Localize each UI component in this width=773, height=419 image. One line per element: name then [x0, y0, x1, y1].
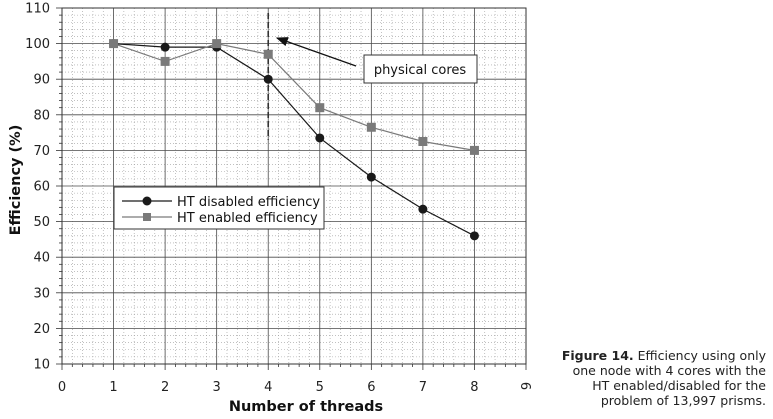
point-ht-enabled — [160, 56, 170, 66]
x-tick-label: 5 — [316, 380, 324, 395]
point-ht-enabled — [418, 137, 428, 146]
y-tick-label: 70 — [33, 144, 50, 159]
annotation-box — [363, 54, 478, 84]
legend-box — [113, 186, 325, 230]
series-line-ht-disabled — [113, 43, 475, 237]
annotation: physical cores — [275, 37, 478, 84]
y-tick-label: 90 — [33, 73, 50, 88]
x-tick-label: 1 — [109, 380, 117, 395]
x-tick-label: 2 — [161, 380, 169, 395]
x-tick-label: 0 — [58, 380, 66, 395]
point-ht-disabled — [469, 231, 479, 241]
y-tick-label: 60 — [33, 180, 50, 195]
y-axis-title: Efficiency (%) — [8, 125, 24, 236]
x-tick-label: 3 — [213, 380, 221, 395]
point-ht-disabled — [160, 42, 170, 52]
point-ht-disabled — [418, 204, 428, 214]
x-tick-label: 4 — [264, 380, 272, 395]
point-ht-enabled — [315, 103, 325, 113]
series-layer — [109, 39, 479, 241]
annotation-text: physical cores — [374, 63, 467, 78]
annotation-arrow — [275, 37, 357, 67]
figure-caption-text: Efficiency using only one node with 4 co… — [572, 348, 766, 408]
legend-label-ht-enabled: HT enabled efficiency — [177, 211, 318, 226]
point-ht-disabled — [263, 74, 273, 84]
legend-label-ht-disabled: HT disabled efficiency — [177, 195, 320, 210]
point-ht-enabled — [366, 122, 376, 132]
point-ht-enabled — [469, 145, 479, 155]
y-tick-label: 20 — [33, 322, 50, 337]
x-tick-label: 9 — [520, 382, 535, 390]
x-tick-label: 7 — [419, 380, 427, 395]
y-tick-labels: 10 20 30 40 50 60 70 80 90 100 110 — [25, 2, 50, 373]
y-tick-label: 80 — [33, 108, 50, 123]
x-tick-label: 8 — [470, 380, 478, 395]
y-tick-label: 50 — [33, 215, 50, 230]
x-tick-labels: 0 1 2 3 4 5 6 7 8 9 — [58, 380, 535, 395]
point-ht-disabled — [315, 133, 325, 143]
y-tick-label: 30 — [33, 286, 50, 301]
point-ht-disabled — [366, 172, 376, 182]
point-ht-enabled — [109, 39, 119, 49]
y-tick-label: 10 — [33, 358, 50, 373]
y-tick-label: 110 — [25, 2, 50, 17]
legend: HT disabled efficiency HT enabled effici… — [113, 186, 325, 230]
y-tick-label: 40 — [33, 251, 50, 266]
legend-marker-ht-enabled — [143, 213, 151, 221]
x-axis-title: Number of threads — [229, 399, 383, 415]
point-ht-enabled — [263, 49, 273, 59]
y-tick-label: 100 — [25, 37, 50, 52]
x-tick-label: 6 — [367, 380, 375, 395]
axis-ticks — [56, 7, 527, 370]
figure-caption: Figure 14. Efficiency using only one nod… — [552, 348, 766, 408]
series-line-ht-enabled — [113, 42, 475, 151]
figure-caption-label: Figure 14. — [561, 348, 634, 363]
point-ht-enabled — [212, 39, 222, 49]
legend-marker-ht-disabled — [142, 196, 152, 206]
efficiency-chart: 0 1 2 3 4 5 6 7 8 9 10 20 30 40 50 60 70 80 90 100 110 phys… — [8, 2, 535, 416]
